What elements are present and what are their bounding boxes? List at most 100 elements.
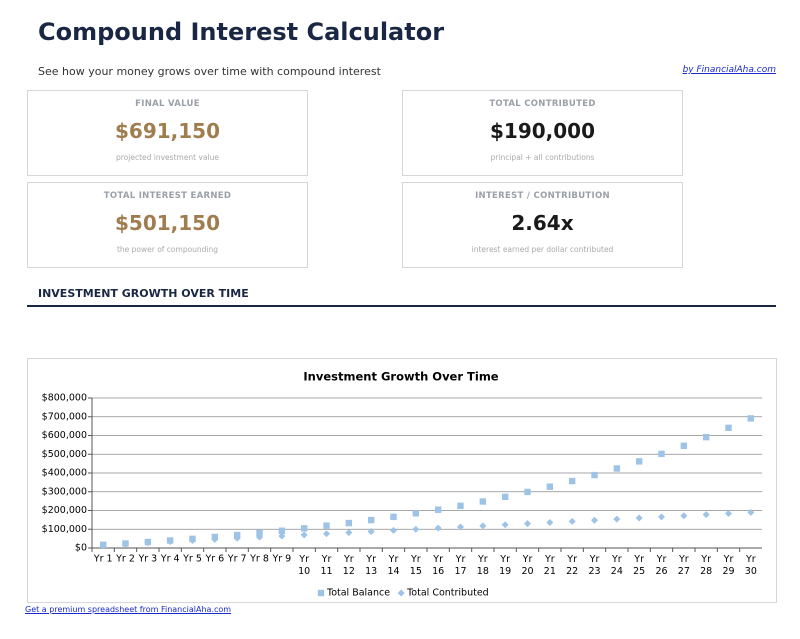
x-tick-label: Yr 26 [655,554,667,577]
card-label: TOTAL INTEREST EARNED [103,191,232,201]
y-tick-label: $300,000 [42,486,87,497]
data-point [345,519,353,527]
x-tick-label: Yr 15 [410,554,422,577]
x-tick-label: Yr 25 [633,554,645,577]
x-tick-label: Yr 27 [678,554,690,577]
data-point [613,515,621,523]
legend-label: Total Contributed [406,588,489,599]
data-point [390,526,397,534]
x-tick-label: Yr 30 [745,554,757,577]
card-value: 2.64x [511,211,574,235]
card-label: INTEREST / CONTRIBUTION [475,191,610,201]
y-tick-label: $700,000 [42,411,87,422]
x-tick-label: Yr 2 [115,554,135,565]
data-point [725,510,732,517]
x-tick-label: Yr 19 [499,554,511,577]
y-tick-label: $200,000 [42,505,87,516]
card-value: $190,000 [489,119,595,143]
y-tick-label: $800,000 [42,393,87,404]
x-tick-label: Yr 14 [387,554,399,577]
legend-label: Total Balance [326,588,390,599]
data-point [256,533,263,541]
data-point [658,450,665,458]
data-point [434,524,442,532]
page-title: Compound Interest Calculator [38,18,445,46]
stat-card: TOTAL CONTRIBUTED $190,000 principal + a… [402,90,683,176]
y-tick-label: $100,000 [42,524,87,535]
x-tick-label: Yr 18 [477,554,489,577]
card-value: $691,150 [114,119,220,143]
x-tick-label: Yr 11 [320,554,332,577]
data-point [747,415,755,422]
y-tick-label: $600,000 [42,430,87,441]
data-point [524,488,531,496]
data-point [613,465,621,472]
data-point [658,513,665,521]
x-tick-label: Yr 21 [544,554,556,577]
subtitle: See how your money grows over time with … [38,65,381,78]
x-tick-label: Yr 6 [204,554,224,565]
data-point [635,514,643,522]
x-tick-label: Yr 4 [160,554,180,565]
data-point [345,529,353,537]
card-note: interest earned per dollar contributed [471,245,614,254]
data-point [300,525,308,532]
data-point [412,510,420,517]
x-tick-label: Yr 8 [249,554,269,565]
data-point [546,519,554,526]
data-point [367,516,375,524]
data-point [278,532,286,540]
data-point [680,512,688,520]
data-point [457,523,464,531]
card-value: $501,150 [114,211,220,235]
x-tick-label: Yr 12 [343,554,355,577]
data-point [501,493,509,501]
data-point [367,528,375,535]
x-tick-label: Yr 17 [454,554,466,577]
data-point [390,513,397,521]
data-point [568,477,576,485]
x-tick-label: Yr 29 [722,554,734,577]
data-point [278,527,286,534]
data-point [591,516,598,524]
data-point [702,511,710,519]
data-point [725,424,732,432]
data-point [568,517,576,525]
data-point [211,535,219,543]
x-tick-label: Yr 7 [227,554,247,565]
x-tick-label: Yr 9 [271,554,291,565]
x-tick-label: Yr 28 [700,554,712,577]
chart-title: Investment Growth Over Time [303,370,498,384]
stat-card: TOTAL INTEREST EARNED $501,150 the power… [27,182,308,268]
y-tick-label: $400,000 [42,468,87,479]
data-point [323,522,330,529]
x-tick-label: Yr 5 [182,554,202,565]
y-tick-label: $500,000 [42,449,87,460]
site-link[interactable]: by FinancialAha.com [682,65,776,75]
data-point [166,538,174,546]
chart-frame [27,358,777,603]
data-point [479,498,487,505]
footer-link[interactable]: Get a premium spreadsheet from Financial… [25,605,232,614]
data-point [479,522,487,530]
stat-card: FINAL VALUE $691,150 projected investmen… [27,90,308,176]
legend-marker [397,589,405,597]
data-point [702,433,710,441]
data-point [256,529,263,537]
card-note: principal + all contributions [490,153,595,162]
data-point [99,541,107,549]
data-point [144,539,152,547]
card-note: projected investment value [115,153,219,162]
data-point [501,521,509,529]
data-point [524,520,531,528]
y-tick-label: $0 [75,543,87,554]
x-tick-label: Yr 22 [566,554,578,577]
card-note: the power of compounding [116,245,219,254]
x-tick-label: Yr 16 [432,554,444,577]
stat-card: INTEREST / CONTRIBUTION 2.64x interest e… [402,182,683,268]
data-point [122,540,129,548]
card-label: FINAL VALUE [135,99,200,109]
data-point [434,506,442,513]
x-tick-label: Yr 3 [137,554,157,565]
